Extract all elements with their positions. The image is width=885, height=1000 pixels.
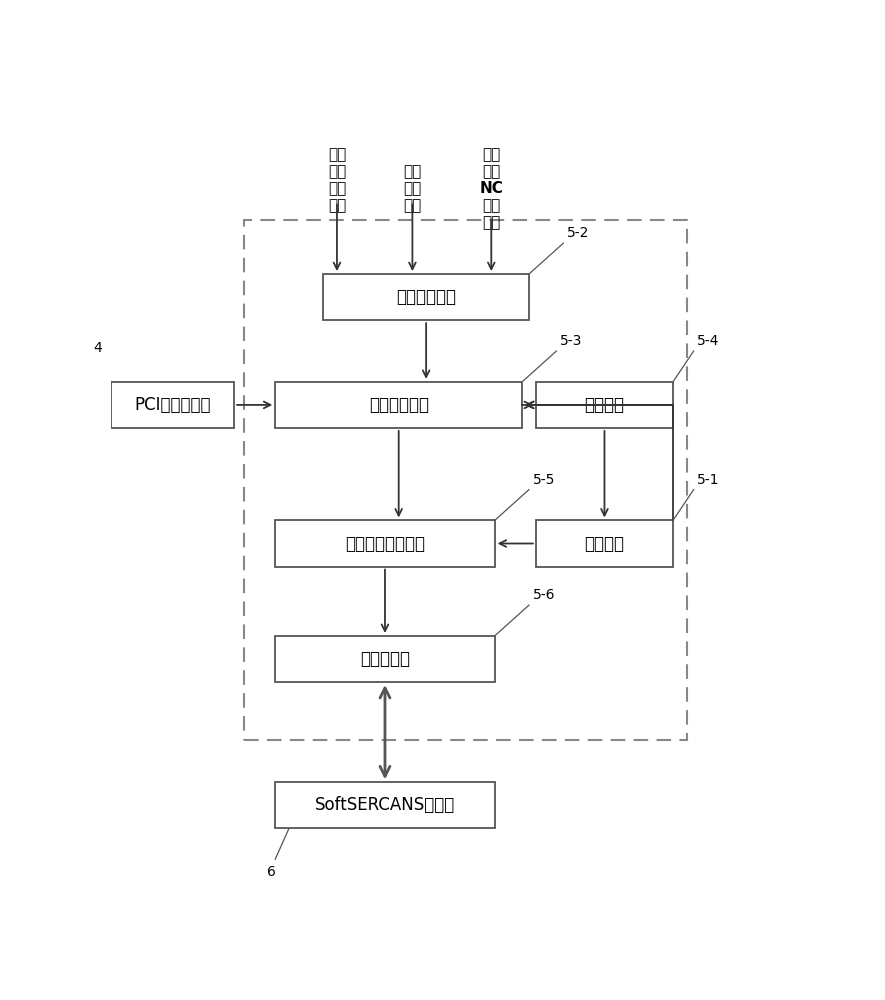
Text: 人机接口模块: 人机接口模块 [396, 288, 456, 306]
Text: 5-5: 5-5 [533, 473, 555, 487]
Text: 工作: 工作 [404, 181, 421, 196]
Bar [275, 520, 495, 567]
Bar [536, 520, 673, 567]
Text: 5-2: 5-2 [566, 226, 589, 240]
Text: 5-1: 5-1 [697, 473, 720, 487]
Text: 设定: 设定 [327, 181, 346, 196]
Text: 4: 4 [94, 341, 103, 355]
Text: 加工: 加工 [482, 164, 500, 179]
Bar [275, 636, 495, 682]
Text: 机床: 机床 [404, 164, 421, 179]
Text: 5-3: 5-3 [560, 334, 582, 348]
Text: 控制模块: 控制模块 [584, 534, 625, 552]
Text: 译码模块: 译码模块 [584, 396, 625, 414]
Text: SoftSERCANS通讯卡: SoftSERCANS通讯卡 [315, 796, 455, 814]
Text: 轴运动模块: 轴运动模块 [360, 650, 410, 668]
Text: 5-4: 5-4 [697, 334, 720, 348]
Text: 命令: 命令 [327, 198, 346, 213]
Text: 参数: 参数 [327, 164, 346, 179]
Bar [323, 274, 529, 320]
Bar [111, 382, 234, 428]
Bar [244, 220, 687, 740]
Text: 任务协调模块: 任务协调模块 [369, 396, 428, 414]
Text: 零件: 零件 [482, 147, 500, 162]
Text: NC: NC [480, 181, 504, 196]
Bar [275, 382, 522, 428]
Text: PCI数据采集卡: PCI数据采集卡 [135, 396, 211, 414]
Text: 系统: 系统 [327, 147, 346, 162]
Text: 文件: 文件 [482, 215, 500, 230]
Text: 程序: 程序 [482, 198, 500, 213]
Bar [275, 782, 495, 828]
Text: 插补与加减速模块: 插补与加减速模块 [345, 534, 425, 552]
Text: 5-6: 5-6 [533, 588, 555, 602]
Text: 6: 6 [267, 865, 276, 879]
Bar [536, 382, 673, 428]
Text: 命令: 命令 [404, 198, 421, 213]
